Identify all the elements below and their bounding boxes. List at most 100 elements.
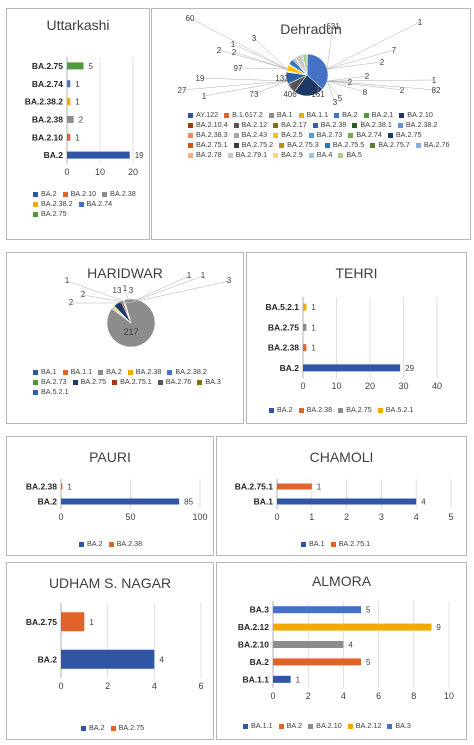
bar bbox=[67, 62, 84, 70]
leader-line bbox=[82, 294, 130, 304]
legend-label: BA.2.43 bbox=[241, 130, 268, 139]
legend-entry: BA.1 bbox=[268, 110, 293, 120]
leader-line bbox=[326, 80, 403, 91]
legend-entry: BA.5 bbox=[338, 150, 362, 160]
legend-swatch bbox=[352, 122, 358, 128]
bar bbox=[273, 641, 344, 648]
legend-swatch bbox=[308, 132, 314, 138]
legend-swatch bbox=[338, 407, 344, 413]
legend-swatch bbox=[112, 379, 118, 385]
legend-label: BA.2.38 bbox=[306, 405, 333, 414]
legend-entry: BA.1.1 bbox=[243, 721, 273, 731]
legend-swatch bbox=[78, 201, 84, 207]
legend-label: BA.1 bbox=[309, 539, 325, 548]
legend-swatch bbox=[167, 369, 173, 375]
pie-slice bbox=[106, 298, 156, 348]
bar bbox=[61, 498, 180, 505]
legend-entry: BA.1 bbox=[301, 539, 325, 549]
legend-swatch bbox=[110, 725, 116, 731]
x-tick-label: 20 bbox=[128, 167, 138, 177]
data-label: 2 bbox=[400, 86, 405, 95]
legend-swatch bbox=[387, 132, 393, 138]
data-label: 97 bbox=[234, 64, 243, 73]
legend-label: BA.1.1 bbox=[306, 110, 329, 119]
legend-swatch bbox=[233, 142, 239, 148]
leader-line bbox=[218, 49, 288, 70]
legend-swatch bbox=[233, 122, 239, 128]
data-label: 4 bbox=[421, 498, 426, 507]
data-label: 1 bbox=[311, 303, 316, 312]
pie-slice bbox=[302, 53, 308, 76]
bar bbox=[303, 323, 307, 331]
legend-entry: BA.2.38 bbox=[108, 539, 143, 549]
legend-swatch bbox=[62, 369, 68, 375]
legend-entry: BA.2.12 bbox=[233, 120, 268, 130]
legend-swatch bbox=[33, 369, 38, 375]
data-label: 1 bbox=[201, 271, 206, 280]
category-label: BA.2.12 bbox=[238, 622, 269, 632]
legend-entry: BA.2.76 bbox=[157, 377, 191, 387]
data-label: 2 bbox=[217, 46, 222, 55]
legend-label: BA.2.38.3 bbox=[196, 130, 228, 139]
legend-label: BA.2.38 bbox=[135, 367, 162, 376]
data-label: 3 bbox=[333, 98, 338, 107]
data-label: 1 bbox=[418, 18, 423, 27]
data-label: 5 bbox=[366, 606, 371, 615]
legend-label: BA.2.12 bbox=[241, 120, 268, 129]
udham-legend: BA.2 BA.2.75 bbox=[81, 723, 213, 733]
legend-entry: BA.2.43 bbox=[233, 130, 268, 140]
data-label: 4 bbox=[159, 655, 164, 664]
legend-label: BA.2.38 bbox=[320, 120, 347, 129]
legend-entry: BA.2.75.3 bbox=[279, 140, 319, 150]
leader-line bbox=[128, 280, 230, 304]
legend-swatch bbox=[273, 122, 279, 128]
legend-entry: BA.2.10 bbox=[399, 110, 433, 120]
bar bbox=[277, 483, 312, 490]
x-tick-label: 8 bbox=[411, 691, 416, 701]
legend-entry: BA.2 bbox=[269, 405, 293, 415]
legend-swatch bbox=[188, 122, 193, 128]
legend-swatch bbox=[224, 112, 230, 118]
bar bbox=[273, 623, 432, 631]
legend-swatch bbox=[273, 152, 279, 158]
category-label: BA.2 bbox=[38, 654, 58, 664]
legend-entry: BA.1 bbox=[33, 367, 57, 377]
data-label: 5 bbox=[338, 94, 343, 103]
data-label: 8 bbox=[363, 88, 368, 97]
haridwar-legend: BA.1 BA.1.1 BA.2 BA.2.38 BA.2.38.2BA.2.73 BA.… bbox=[33, 367, 243, 397]
leader-line bbox=[181, 80, 288, 91]
legend-entry: AY.122 bbox=[188, 110, 218, 120]
legend-entry: BA.2.5 bbox=[273, 130, 303, 140]
category-label: BA.5.2.1 bbox=[265, 302, 299, 312]
data-label: 85 bbox=[184, 498, 193, 507]
legend-entry: BA.2.75.1 bbox=[330, 539, 370, 549]
pauri-panel: PAURI 0 50 100 BA.2 85 BA.2.38 1 BA.2 BA.2.38 bbox=[6, 436, 214, 556]
legend-entry: BA.2.12 bbox=[347, 721, 381, 731]
bar bbox=[273, 606, 361, 614]
x-tick-label: 10 bbox=[331, 381, 341, 391]
x-tick-label: 10 bbox=[444, 691, 454, 701]
chart-title: TEHRI bbox=[335, 265, 378, 281]
legend-entry: BA.2.9 bbox=[273, 150, 303, 160]
category-label: BA.2.74 bbox=[32, 79, 63, 89]
data-label: 1 bbox=[317, 483, 322, 492]
legend-label: BA.2.75.7 bbox=[378, 140, 410, 149]
almora-legend: BA.1.1 BA.2 BA.2.10 BA.2.12 BA.3 bbox=[243, 721, 467, 731]
legend-label: BA.4 bbox=[316, 150, 333, 159]
x-tick-label: 50 bbox=[125, 512, 135, 522]
legend-swatch bbox=[33, 211, 38, 217]
legend-entry: BA.2.75 bbox=[387, 130, 421, 140]
legend-swatch bbox=[227, 152, 233, 158]
legend-label: BA.2.75 bbox=[118, 723, 145, 732]
data-label: 1 bbox=[75, 98, 80, 107]
legend-swatch bbox=[308, 723, 314, 729]
legend-swatch bbox=[377, 407, 383, 413]
legend-label: BA.2.38 bbox=[116, 539, 143, 548]
pie-slice bbox=[294, 74, 323, 97]
x-tick-label: 6 bbox=[198, 681, 203, 691]
legend-entry: BA.2.10 bbox=[308, 721, 342, 731]
leader-line bbox=[326, 80, 366, 93]
x-tick-label: 0 bbox=[64, 167, 69, 177]
legend-label: BA.3 bbox=[395, 721, 411, 730]
legend-swatch bbox=[188, 152, 193, 158]
